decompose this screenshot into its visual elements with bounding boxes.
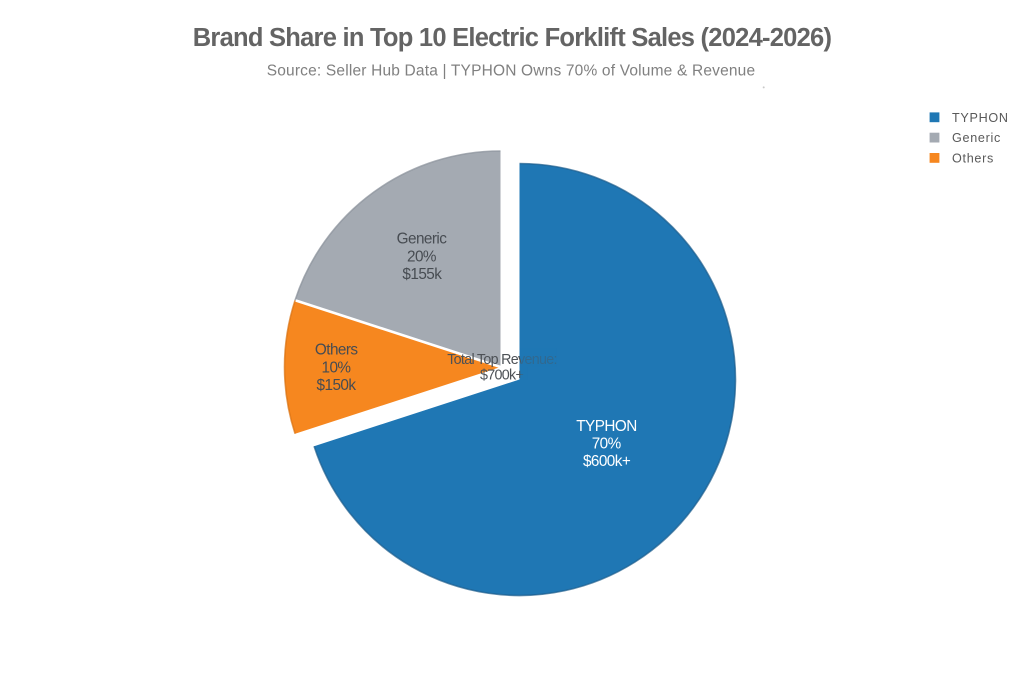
svg-text:$150k: $150k xyxy=(317,377,357,394)
svg-text:Others: Others xyxy=(952,151,994,165)
svg-text:10%: 10% xyxy=(322,359,352,376)
svg-text:20%: 20% xyxy=(407,248,437,265)
svg-text:Others: Others xyxy=(315,342,359,359)
svg-text:TYPHON: TYPHON xyxy=(576,418,636,435)
svg-text:$600k+: $600k+ xyxy=(583,453,631,470)
svg-text:$700k+: $700k+ xyxy=(480,367,523,383)
svg-text:Generic: Generic xyxy=(952,131,1001,145)
svg-text:Brand Share in Top 10 Electric: Brand Share in Top 10 Electric Forklift … xyxy=(193,24,832,52)
svg-text:70%: 70% xyxy=(592,436,622,453)
svg-text:Generic: Generic xyxy=(397,231,448,248)
svg-text:Source: Seller Hub Data | TYPH: Source: Seller Hub Data | TYPHON Owns 70… xyxy=(267,63,756,80)
svg-text:TYPHON: TYPHON xyxy=(952,111,1009,125)
svg-text:$155k: $155k xyxy=(402,266,442,283)
